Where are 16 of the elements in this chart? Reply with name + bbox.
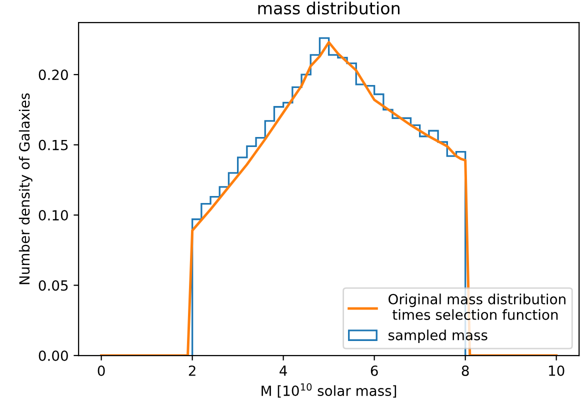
series-label: sampled mass <box>388 330 488 344</box>
legend-label: Original mass distribution times selection function <box>388 294 566 320</box>
chart-title: mass distribution <box>258 2 400 15</box>
x-tick-label: 4 <box>280 366 287 376</box>
y-tick-label: 0.20 <box>38 70 68 80</box>
x-tick-label: 2 <box>188 365 196 376</box>
x-tick-label: 8 <box>462 365 469 376</box>
y-tick-label: 0.00 <box>38 350 68 361</box>
x-axis-title: M [10$^{10}$ solar mass] <box>262 383 396 398</box>
y-tick-label: 0.10 <box>38 210 68 221</box>
x-tick-label: 0 <box>98 365 105 376</box>
x-tick-label: 10 <box>549 365 564 376</box>
y-tick-label: 0.05 <box>38 280 68 291</box>
y-tick-label: 0.15 <box>38 140 68 150</box>
y-axis-title: Number density of Galaxies <box>18 93 32 284</box>
x-tick-label: 6 <box>370 365 378 376</box>
